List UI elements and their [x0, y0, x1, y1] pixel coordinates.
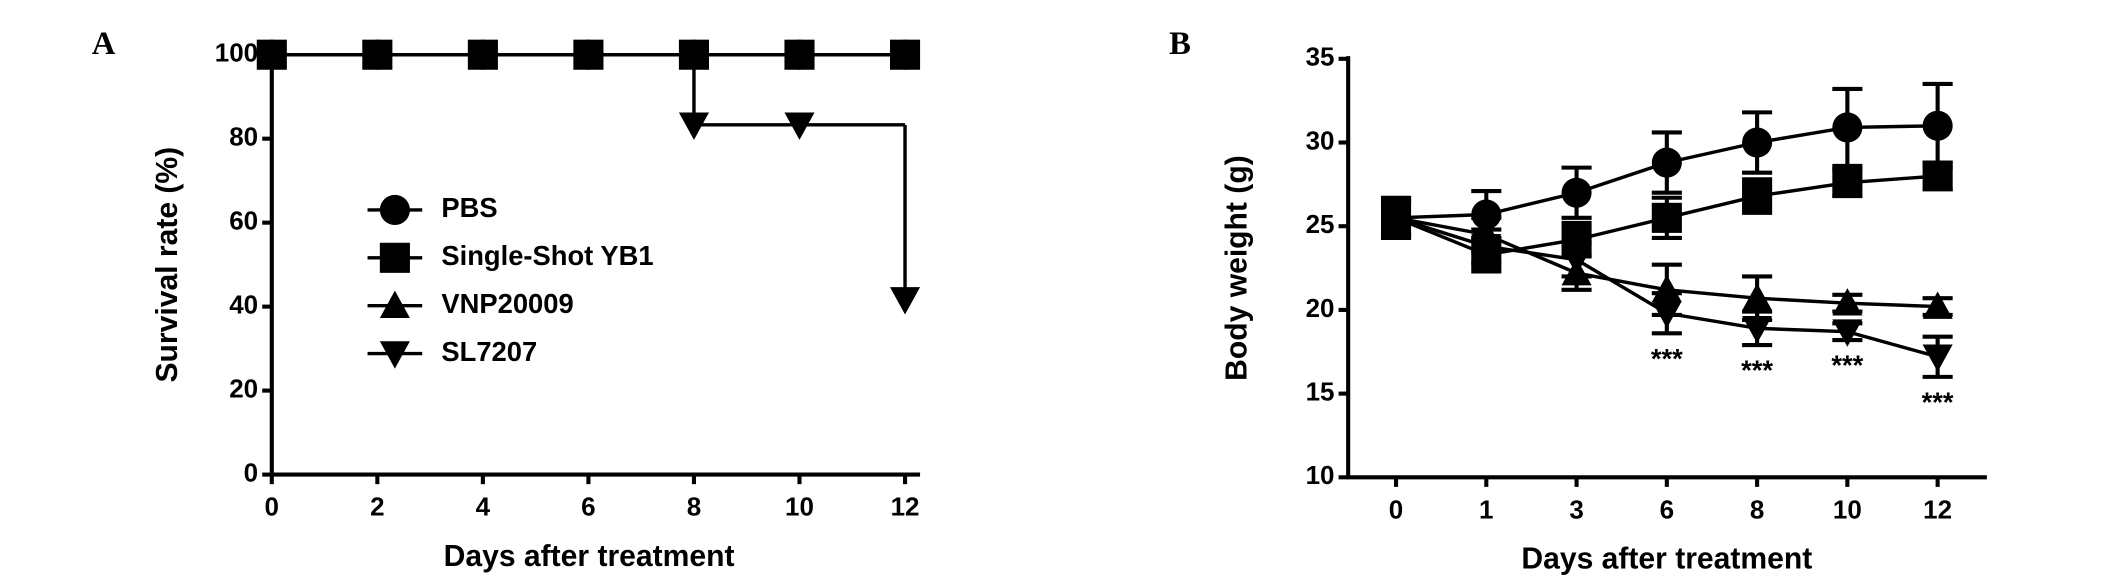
marker: [1742, 127, 1773, 158]
marker: [1922, 344, 1953, 372]
y-tick-label: 0: [244, 457, 258, 487]
marker: [1651, 202, 1682, 233]
marker: [256, 42, 287, 70]
y-tick-label: 35: [1306, 42, 1335, 72]
marker: [1832, 112, 1863, 143]
annotation: ***: [1741, 355, 1773, 386]
marker: [467, 42, 498, 70]
x-tick-label: 3: [1569, 494, 1583, 524]
x-tick-label: 8: [687, 492, 701, 522]
marker: [1832, 167, 1863, 198]
y-tick-label: 60: [229, 206, 258, 236]
x-tick-label: 2: [370, 492, 384, 522]
marker: [1651, 274, 1682, 303]
marker: [1742, 316, 1773, 344]
marker: [1742, 283, 1773, 311]
marker: [1651, 147, 1682, 178]
marker: [379, 341, 410, 369]
marker: [1922, 110, 1953, 141]
marker: [1922, 291, 1953, 319]
y-tick-label: 100: [215, 38, 258, 68]
marker: [1561, 247, 1592, 275]
marker: [1922, 160, 1953, 192]
marker: [362, 42, 393, 70]
marker: [889, 39, 921, 68]
annotation: ***: [1651, 343, 1683, 374]
marker: [1380, 205, 1412, 233]
marker: [1471, 233, 1502, 262]
annotation: ***: [1831, 350, 1863, 381]
marker: [784, 112, 815, 140]
panel-label: A: [92, 26, 116, 62]
panel-label: B: [1169, 26, 1191, 62]
y-tick-label: 30: [1306, 125, 1335, 155]
marker: [379, 194, 410, 225]
x-axis-title: Days after treatment: [444, 540, 735, 573]
x-tick-label: 10: [1833, 494, 1862, 524]
marker: [1471, 199, 1502, 230]
marker: [573, 42, 604, 70]
marker: [1832, 288, 1863, 316]
y-tick-label: 25: [1306, 209, 1335, 239]
y-axis-title: Survival rate (%): [151, 147, 184, 383]
x-tick-label: 6: [581, 492, 595, 522]
y-tick-label: 15: [1306, 376, 1335, 406]
x-tick-label: 0: [1389, 494, 1403, 524]
x-tick-label: 12: [1923, 494, 1952, 524]
x-tick-label: 10: [785, 492, 814, 522]
y-tick-label: 10: [1306, 460, 1335, 490]
x-axis-title: Days after treatment: [1521, 543, 1812, 576]
x-tick-label: 12: [891, 492, 920, 522]
marker: [379, 242, 410, 273]
y-axis-title: Body weight (g): [1221, 155, 1254, 381]
marker: [678, 112, 709, 140]
x-tick-label: 1: [1479, 494, 1493, 524]
legend-label: SL7207: [441, 336, 537, 367]
legend-label: PBS: [441, 192, 497, 223]
legend-label: Single-Shot YB1: [441, 240, 653, 271]
marker: [1832, 319, 1863, 347]
marker: [678, 39, 709, 68]
y-tick-label: 20: [229, 373, 258, 403]
marker: [1651, 300, 1682, 329]
marker: [1742, 181, 1773, 212]
marker: [889, 287, 921, 315]
x-tick-label: 8: [1750, 494, 1764, 524]
annotation: ***: [1922, 386, 1954, 417]
marker: [784, 39, 815, 68]
x-tick-label: 6: [1660, 494, 1674, 524]
y-tick-label: 40: [229, 289, 258, 319]
y-tick-label: 20: [1306, 293, 1335, 323]
x-tick-label: 4: [476, 492, 491, 522]
y-tick-label: 80: [229, 122, 258, 152]
marker: [1561, 177, 1592, 208]
legend-label: VNP20009: [441, 288, 573, 319]
x-tick-label: 0: [265, 492, 279, 522]
marker: [379, 290, 410, 318]
